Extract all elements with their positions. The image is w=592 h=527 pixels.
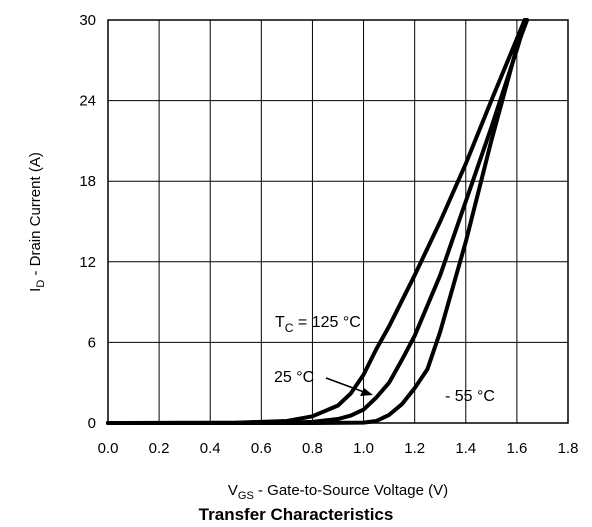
chart-title: Transfer Characteristics (198, 505, 394, 524)
y-tick-label: 18 (79, 173, 96, 190)
tick-labels: 0.0 0.2 0.4 0.6 0.8 1.0 1.2 1.4 1.6 1.8 0 6 12 18 24 30 (79, 12, 578, 457)
annotation-25c: 25 °C (274, 369, 314, 386)
series-line-25-c (106, 18, 528, 425)
x-axis-title: VGS - Gate-to-Source Voltage (V) (228, 482, 448, 502)
y-tick-label: 0 (88, 415, 96, 432)
y-tick-label: 24 (79, 93, 96, 110)
x-tick-label: 1.4 (455, 440, 476, 457)
annotation-minus55c: - 55 °C (445, 388, 495, 405)
x-tick-label: 0.8 (302, 440, 323, 457)
x-tick-label: 0.2 (149, 440, 170, 457)
y-tick-label: 6 (88, 334, 96, 351)
x-tick-label: 0.6 (251, 440, 272, 457)
annotation-125c: TC = 125 °C (275, 314, 361, 335)
x-tick-label: 0.4 (200, 440, 221, 457)
x-tick-label: 1.8 (558, 440, 579, 457)
y-tick-label: 12 (79, 254, 96, 271)
x-tick-label: 1.6 (506, 440, 527, 457)
annotation-25c-arrow-line (325, 377, 365, 393)
y-tick-label: 30 (79, 12, 96, 29)
y-axis-title: ID - Drain Current (A) (27, 152, 47, 292)
x-tick-label: 0.0 (98, 440, 119, 457)
annotation-25c-arrow-head (360, 388, 373, 396)
plot-frame (107, 19, 569, 424)
series-lines (106, 18, 530, 425)
series-line-55-c (106, 18, 530, 425)
x-tick-label: 1.0 (353, 440, 374, 457)
x-tick-label: 1.2 (404, 440, 425, 457)
series-line-t-c-125-c (106, 18, 527, 425)
